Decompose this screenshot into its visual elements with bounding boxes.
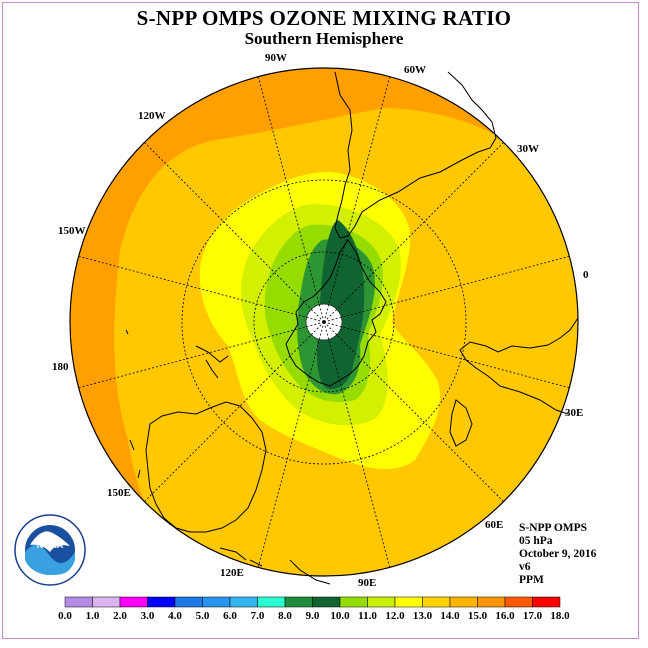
colorbar-tick-label: 16.0 — [495, 610, 515, 622]
colorbar-tick-label: 2.0 — [113, 610, 127, 622]
lon-label-30w: 30W — [517, 143, 539, 155]
ozone-band-8-9 — [316, 220, 365, 390]
colorbar-tick-label: 5.0 — [195, 610, 210, 622]
colorbar-swatch — [119, 596, 148, 608]
colorbar-swatch — [532, 596, 561, 608]
longitude-labels: 0 30E 60E 90E 120E 150E 180 150W 120W 90… — [52, 52, 589, 589]
colorbar-tick-label: 18.0 — [550, 610, 570, 622]
info-level: 05 hPa — [519, 535, 553, 547]
colorbar-tick-label: 9.0 — [305, 610, 320, 622]
map-boundary — [69, 67, 579, 577]
pole-dots — [305, 303, 343, 341]
colorbar-tick-label: 3.0 — [140, 610, 155, 622]
lon-label-180: 180 — [52, 361, 69, 373]
figure-frame — [2, 2, 639, 639]
colorbar-tick-label: 6.0 — [223, 610, 237, 622]
coastline-australia — [145, 401, 267, 533]
colorbar-tick-label: 13.0 — [412, 610, 433, 622]
info-units: PPM — [519, 574, 544, 586]
graticule — [78, 76, 570, 568]
colorbar-swatch — [477, 596, 506, 608]
colorbar-tick-label: 7.0 — [250, 610, 265, 622]
colorbar-swatch — [504, 596, 533, 608]
colorbar-swatch — [229, 596, 258, 608]
colorbar-swatch — [202, 596, 231, 608]
info-version: v6 — [519, 561, 531, 573]
colorbar-swatch — [284, 596, 313, 608]
colorbar-tick-label: 8.0 — [278, 610, 292, 622]
colorbar-swatch — [339, 596, 368, 608]
colorbar-swatch — [367, 596, 396, 608]
info-date: October 9, 2016 — [519, 548, 597, 560]
coastline-madagascar — [449, 399, 473, 447]
lon-label-30e: 30E — [565, 407, 583, 419]
colorbar-swatch — [92, 596, 121, 608]
lon-label-90e: 90E — [358, 577, 376, 589]
chart-subtitle: Southern Hemisphere — [244, 29, 404, 48]
lon-label-120w: 120W — [138, 110, 166, 122]
chart-title: S-NPP OMPS OZONE MIXING RATIO — [136, 6, 512, 30]
colorbar-swatch — [174, 596, 203, 608]
coastline-africa — [459, 317, 579, 415]
lon-label-150w: 150W — [58, 225, 86, 237]
colorbar — [64, 596, 561, 608]
logo-text: NOAA — [37, 540, 64, 550]
colorbar-swatch — [257, 596, 286, 608]
latitude-circle — [181, 179, 467, 465]
colorbar-swatch — [449, 596, 478, 608]
colorbar-tick-label: 11.0 — [358, 610, 377, 622]
colorbar-tick-label: 0.0 — [58, 610, 72, 622]
colorbar-tick-label: 15.0 — [467, 610, 488, 622]
coastline-antarctica — [285, 239, 387, 387]
colorbar-swatch — [422, 596, 451, 608]
colorbar-tick-label: 10.0 — [330, 610, 350, 622]
latitude-circle — [253, 251, 395, 393]
colorbar-tick-label: 4.0 — [168, 610, 182, 622]
lon-label-60e: 60E — [485, 519, 503, 531]
info-instrument: S-NPP OMPS — [519, 522, 588, 534]
colorbar-tick-label: 12.0 — [385, 610, 405, 622]
colorbar-swatch — [312, 596, 341, 608]
noaa-logo: NOAA — [14, 514, 86, 586]
lon-label-90w: 90W — [265, 52, 287, 64]
colorbar-swatch — [64, 596, 93, 608]
colorbar-swatch — [394, 596, 423, 608]
colorbar-swatch — [147, 596, 176, 608]
colorbar-tick-label: 14.0 — [440, 610, 460, 622]
colorbar-tick-label: 1.0 — [85, 610, 100, 622]
coastline-south-america — [334, 71, 497, 239]
lon-label-150e: 150E — [107, 487, 131, 499]
lon-label-60w: 60W — [404, 64, 426, 76]
colorbar-tick-label: 17.0 — [522, 610, 543, 622]
coastline-new-zealand — [195, 345, 229, 379]
lon-label-120e: 120E — [220, 567, 244, 579]
lon-label-0: 0 — [583, 269, 589, 281]
